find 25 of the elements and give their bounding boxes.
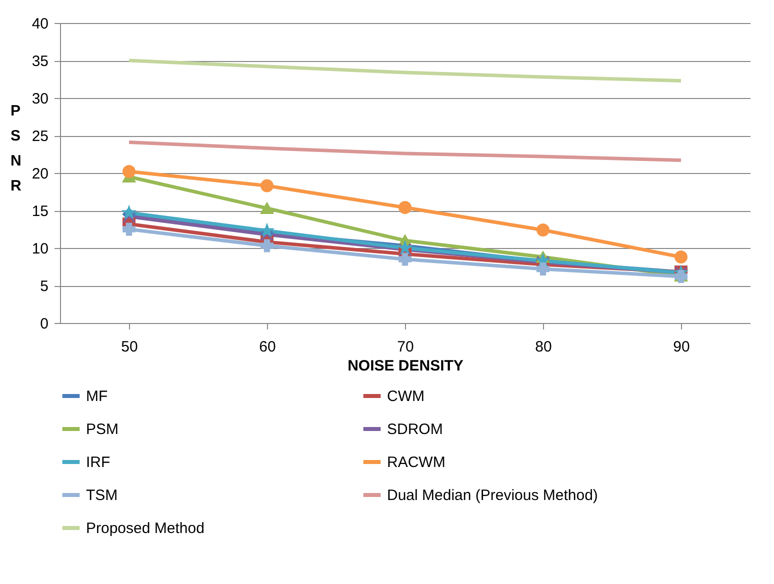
legend-label: PSM xyxy=(86,421,119,438)
x-tick-label: 70 xyxy=(397,338,414,356)
y-tick-label: 0 xyxy=(40,316,48,332)
y-tick-label: 25 xyxy=(32,128,48,145)
y-tick-label: 30 xyxy=(32,90,48,108)
legend-label: Dual Median (Previous Method) xyxy=(387,487,598,504)
x-tick-label: 90 xyxy=(673,338,690,356)
legend-label: TSM xyxy=(86,487,118,504)
x-axis-title: NOISE DENSITY xyxy=(348,358,464,374)
legend-label: CWM xyxy=(387,388,424,405)
y-tick-label: 20 xyxy=(32,166,48,182)
y-tick-label: 5 xyxy=(40,278,48,295)
x-tick-label: 60 xyxy=(259,338,276,356)
legend-label: SDROM xyxy=(387,421,443,438)
legend-label: RACWM xyxy=(387,454,446,471)
y-tick-label: 35 xyxy=(32,53,48,70)
x-tick-label: 50 xyxy=(121,338,138,356)
y-tick-label: 10 xyxy=(32,240,48,258)
legend-label: Proposed Method xyxy=(86,520,204,537)
legend-label: IRF xyxy=(86,454,110,471)
x-tick-label: 80 xyxy=(535,338,552,356)
y-tick-label: 15 xyxy=(32,203,48,220)
y-axis-title: PSNR xyxy=(10,102,22,194)
y-tick-label: 40 xyxy=(32,16,48,32)
legend-label: MF xyxy=(86,388,108,405)
